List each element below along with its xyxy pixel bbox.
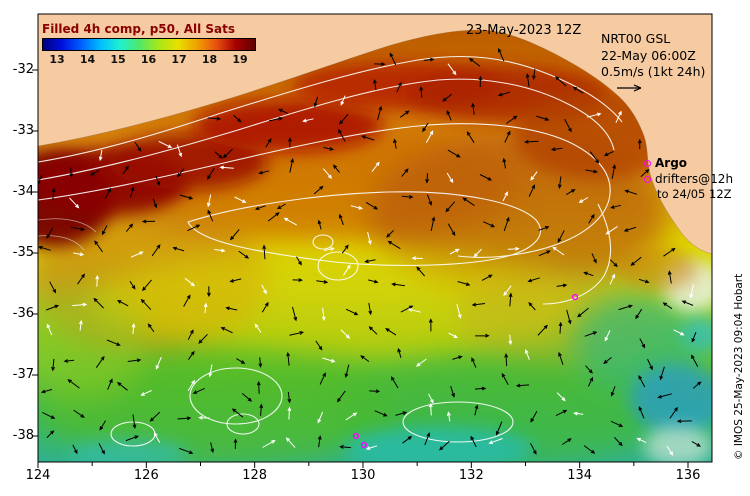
y-tick-label: -34 xyxy=(12,184,34,199)
y-tick-label: -32 xyxy=(12,62,34,77)
timestamp-label: 23-May-2023 12Z xyxy=(466,23,582,38)
obs-marker xyxy=(352,432,360,440)
x-tick-label: 128 xyxy=(242,468,268,483)
vector-scale-arrow-icon xyxy=(617,83,642,92)
model-time: 22-May 06:00Z xyxy=(601,47,696,63)
obs-legend: Argo drifters@12h to 24/05 12Z xyxy=(644,156,733,202)
colorbar-tick-label: 13 xyxy=(49,53,65,66)
argo-label: Argo xyxy=(655,156,688,170)
colorbar-labels: 13 14 15 16 17 18 19 xyxy=(42,53,256,68)
x-tick-label: 124 xyxy=(25,468,51,483)
y-tick-label: -38 xyxy=(12,428,34,443)
copyright-label: © IMOS 25-May-2023 09:04 Hobart xyxy=(733,273,745,460)
model-info: NRT00 GSL 22-May 06:00Z 0.5m/s (1kt 24h) xyxy=(601,31,705,93)
colorbar-tick-label: 15 xyxy=(110,53,126,66)
colorbar-tick-label: 16 xyxy=(140,53,157,66)
land xyxy=(38,14,712,255)
x-tick-label: 136 xyxy=(675,468,701,483)
map-border xyxy=(37,13,713,463)
axis-ticks xyxy=(32,69,689,468)
colorbar-gradient xyxy=(42,38,256,51)
x-tick-label: 134 xyxy=(567,468,593,483)
drifters-label: drifters@12h xyxy=(655,171,734,186)
y-tick-label: -37 xyxy=(12,367,34,382)
colorbar-tick-label: 19 xyxy=(232,53,248,66)
current-vectors xyxy=(38,47,702,456)
model-name: NRT00 GSL xyxy=(601,31,671,46)
y-tick-label: -36 xyxy=(12,306,34,321)
x-tick-label: 126 xyxy=(133,468,159,483)
x-tick-label: 130 xyxy=(350,468,376,483)
argo-marker-icon xyxy=(644,160,651,168)
vector-scale-label: 0.5m/s (1kt 24h) xyxy=(601,64,706,79)
colorbar-tick-label: 14 xyxy=(79,53,96,66)
drifters-until-label: to 24/05 12Z xyxy=(657,187,732,202)
colorbar-tick-label: 17 xyxy=(171,53,187,66)
drifter-marker-icon xyxy=(644,175,651,183)
obs-marker xyxy=(571,293,579,301)
x-tick-label: 132 xyxy=(458,468,484,483)
drifter-markers xyxy=(352,293,579,449)
ssh-contours xyxy=(38,55,623,447)
y-tick-label: -33 xyxy=(12,123,34,138)
colorbar-tick-label: 18 xyxy=(201,53,218,66)
obs-marker xyxy=(360,441,368,449)
y-tick-label: -35 xyxy=(12,245,34,260)
colorbar-title: Filled 4h comp, p50, All Sats xyxy=(42,22,236,36)
